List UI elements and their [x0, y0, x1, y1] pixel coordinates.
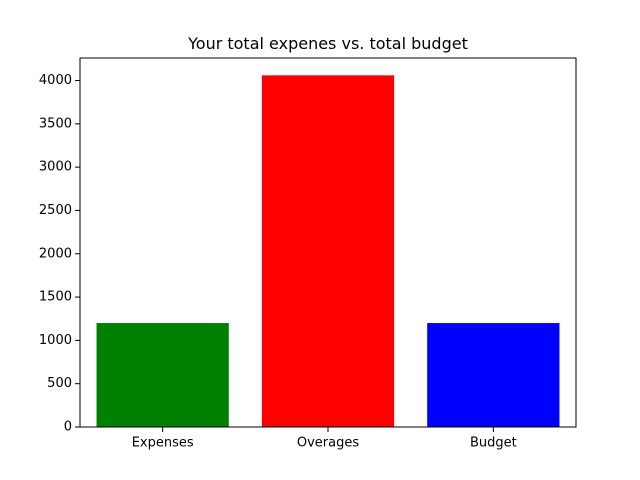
- y-tick-label: 4000: [39, 73, 72, 88]
- x-tick-label: Budget: [470, 436, 517, 451]
- bar-expenses: [96, 323, 229, 427]
- y-tick-label: 500: [47, 376, 72, 391]
- y-tick-label: 1500: [39, 290, 72, 305]
- bar-budget: [427, 323, 560, 427]
- x-tick-label: Overages: [297, 436, 359, 451]
- y-tick-label: 3000: [39, 160, 72, 175]
- bar-overages: [261, 75, 395, 427]
- bars-layer: [96, 75, 560, 427]
- y-tick-label: 2000: [39, 246, 72, 261]
- y-tick-label: 1000: [39, 333, 72, 348]
- axes-layer: 0 500 1000 1500 2000 2500 3000 3500 4000 Expenses…: [39, 57, 577, 451]
- y-tick-label: 2500: [39, 203, 72, 218]
- y-tick-label: 3500: [39, 116, 72, 131]
- x-tick-label: Expenses: [132, 436, 194, 451]
- chart-title: Your total expenes vs. total budget: [187, 34, 468, 53]
- y-tick-label: 0: [64, 420, 72, 435]
